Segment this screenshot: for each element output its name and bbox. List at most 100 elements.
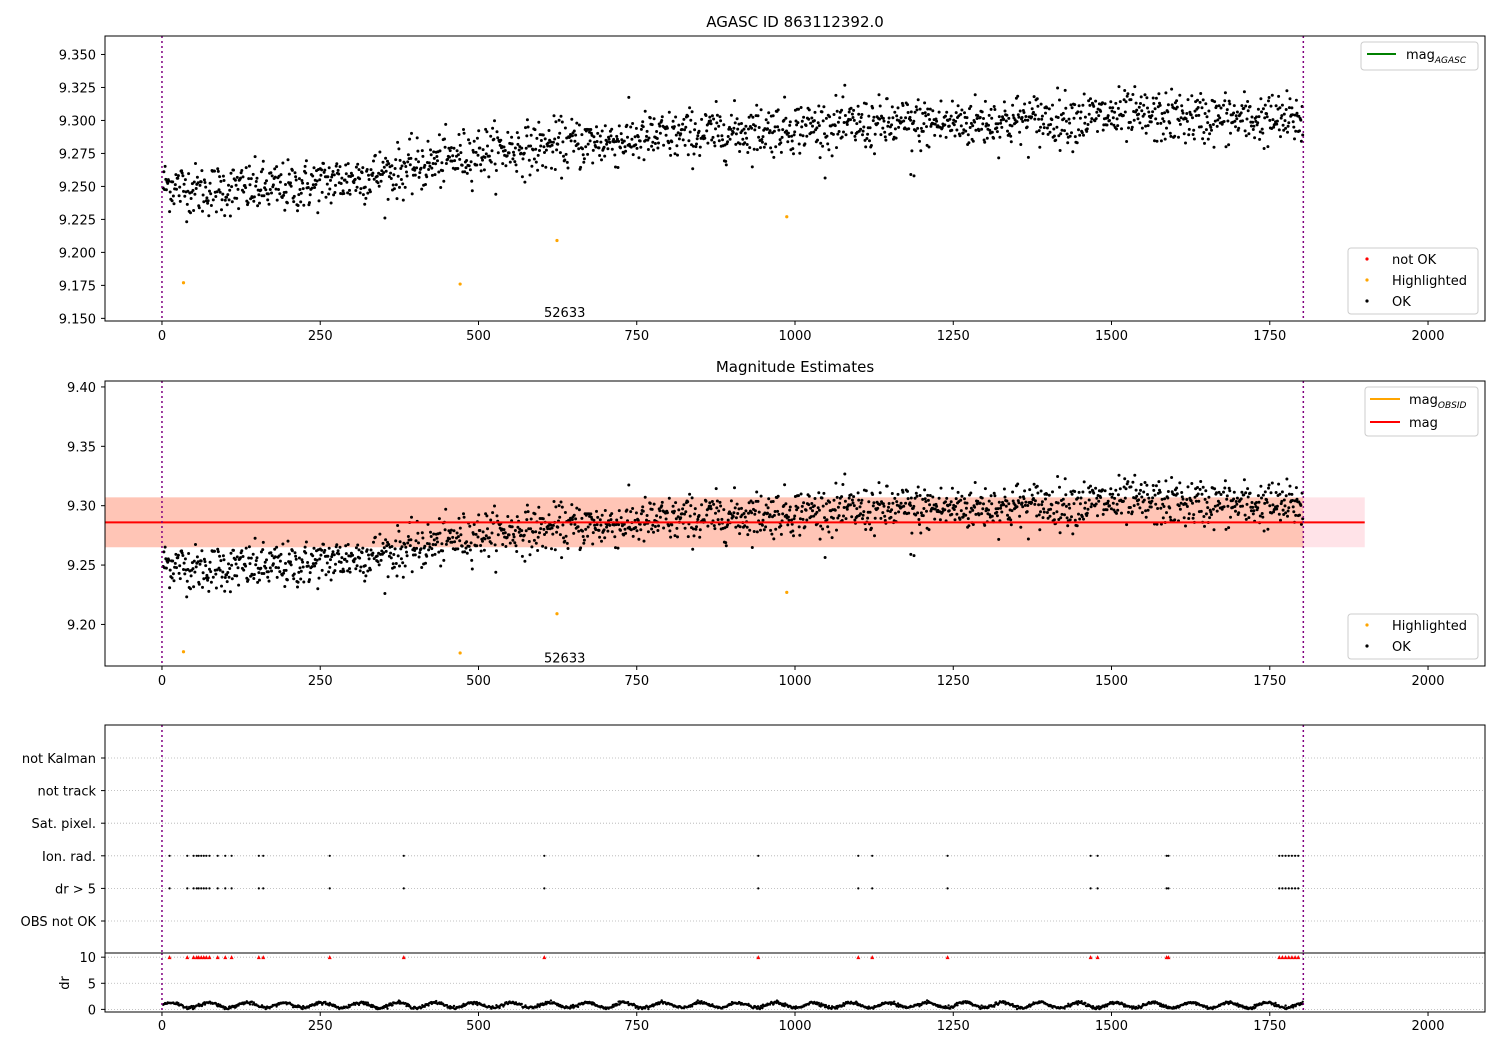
ok-point [652, 502, 656, 506]
ok-point [828, 115, 832, 119]
ok-point [257, 193, 261, 197]
ok-point [883, 130, 887, 134]
ok-point [275, 575, 279, 579]
ok-point [359, 565, 363, 569]
ok-point [696, 517, 700, 521]
ok-point [201, 193, 205, 197]
ok-point [698, 535, 702, 539]
ok-point [798, 151, 802, 155]
ok-point [1048, 130, 1052, 134]
ok-point [634, 526, 638, 529]
ok-point [688, 514, 692, 518]
ok-point [761, 518, 765, 522]
ok-point [316, 211, 320, 215]
ok-point [1087, 112, 1091, 116]
ok-point [451, 154, 455, 158]
ok-point [1132, 504, 1136, 508]
ok-point [1222, 490, 1225, 494]
ok-point [872, 501, 876, 505]
ok-point [815, 510, 819, 514]
ok-point [463, 170, 467, 174]
ok-point [1022, 111, 1026, 114]
ok-point [1245, 502, 1249, 506]
ok-point [714, 487, 718, 491]
ok-point [430, 547, 434, 551]
ok-point [202, 178, 206, 182]
ok-point [709, 119, 712, 123]
ok-point [1267, 486, 1270, 490]
ok-point [320, 168, 324, 172]
ok-point [625, 123, 629, 127]
y-tick-label: 9.25 [67, 559, 96, 574]
middle-panel: 0 250 500 750 1000 1250 1500 1750 2000 9.209.259… [67, 358, 1486, 689]
ok-point [682, 503, 686, 507]
ok-point [1228, 489, 1232, 493]
ok-point [615, 137, 619, 141]
ok-point [386, 159, 389, 163]
ok-point [1058, 149, 1062, 152]
ok-point [565, 160, 569, 164]
ok-point [1285, 477, 1289, 481]
ok-point [627, 95, 631, 99]
ok-point [670, 523, 674, 527]
ok-point [481, 530, 485, 534]
ok-point [747, 115, 751, 119]
ok-point [182, 561, 186, 565]
ok-point [1180, 104, 1184, 108]
ok-point [799, 492, 803, 496]
ok-point [669, 153, 673, 157]
ok-point [890, 105, 894, 109]
ok-point [1247, 516, 1251, 520]
y-tick-label: 9.275 [59, 147, 96, 162]
ok-point [299, 569, 303, 573]
ok-point [550, 526, 554, 530]
ok-point [1092, 491, 1096, 495]
ok-point [1225, 494, 1229, 498]
ok-point [809, 506, 813, 510]
ok-point [335, 162, 339, 166]
ok-point [535, 136, 539, 140]
ok-point [1190, 482, 1194, 485]
ok-point [753, 124, 757, 128]
flags-panel-points [168, 854, 1300, 890]
ok-point [871, 493, 875, 496]
ok-point [389, 551, 393, 555]
ok-point [973, 505, 977, 509]
y-tick-label: 9.40 [67, 381, 96, 396]
ok-point [724, 159, 728, 163]
ok-point [617, 124, 621, 128]
ok-point [916, 485, 920, 489]
ok-point [1284, 126, 1288, 130]
ok-point [1094, 502, 1098, 506]
ok-point [1194, 114, 1198, 118]
dr-point [817, 1001, 820, 1005]
ok-point [404, 165, 408, 168]
ok-point [432, 538, 436, 542]
ok-point [749, 113, 753, 117]
ok-point [563, 126, 567, 130]
ok-point [483, 155, 487, 159]
ok-point [581, 147, 584, 151]
ok-point [1162, 505, 1166, 508]
dr-point [452, 1004, 456, 1008]
ok-point [871, 119, 875, 123]
ok-point [1023, 503, 1027, 507]
ok-point [629, 145, 633, 149]
ok-point [200, 549, 204, 553]
ok-point [622, 151, 626, 155]
ok-point [1033, 117, 1037, 121]
ok-point [1015, 505, 1019, 509]
ok-point [332, 553, 336, 557]
ok-point [274, 187, 278, 191]
ok-point [255, 176, 259, 180]
ok-point [1265, 500, 1269, 504]
ok-point [658, 515, 662, 519]
ok-point [997, 156, 1001, 160]
ok-point [1142, 498, 1146, 502]
middle-panel-marker-legend: Highlighted OK [1347, 613, 1479, 660]
ok-point [717, 124, 721, 128]
ok-point [449, 146, 453, 150]
ok-point [1146, 508, 1150, 512]
ok-point [274, 566, 278, 569]
ok-point [909, 552, 913, 556]
